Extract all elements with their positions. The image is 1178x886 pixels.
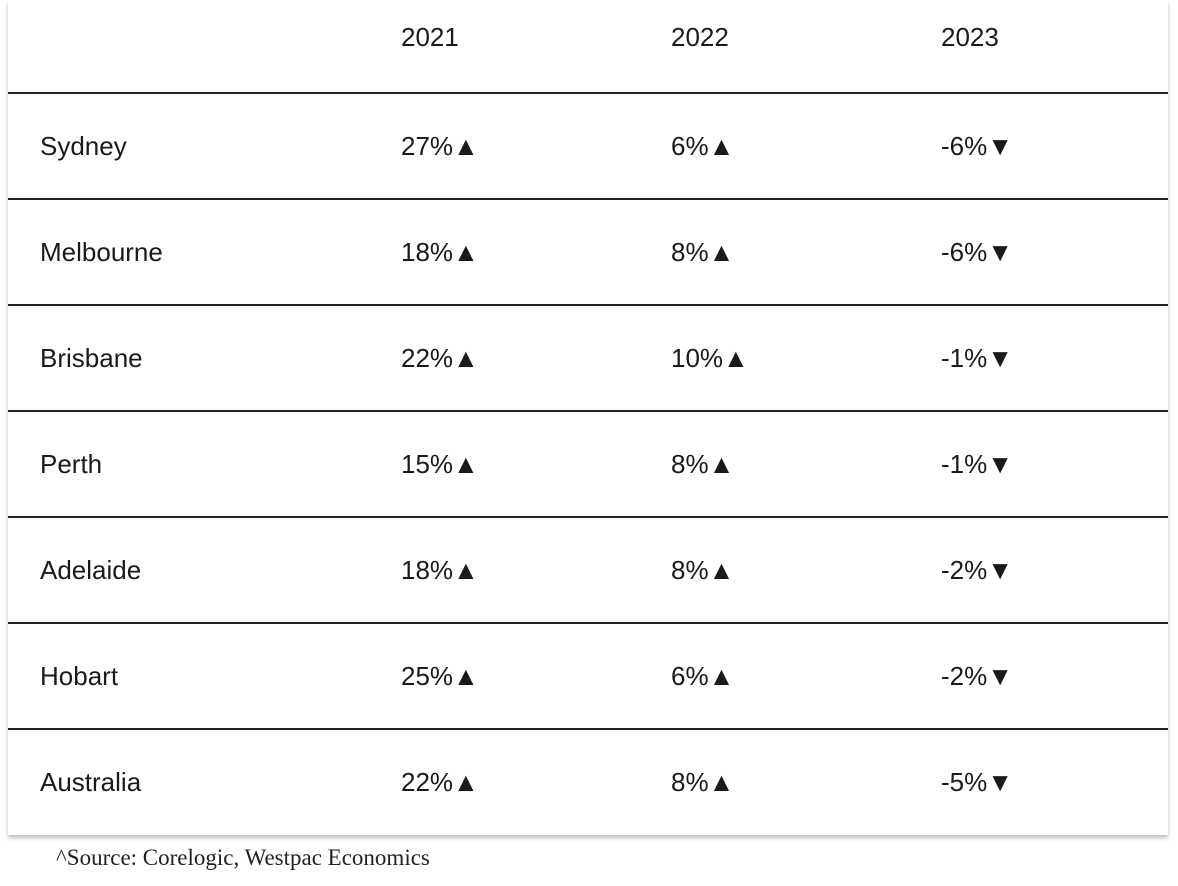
column-header: 2021 (401, 22, 459, 52)
footnote: ^Source: Corelogic, Westpac Economics (56, 845, 430, 870)
table-cell: 22%▲ (401, 343, 479, 373)
table-cell: 6%▲ (671, 661, 735, 691)
row-divider (8, 92, 1168, 94)
column-header: 2022 (671, 22, 729, 52)
row-divider (8, 304, 1168, 306)
row-label: Australia (40, 767, 142, 797)
row-label: Adelaide (40, 555, 142, 585)
row-divider (8, 198, 1168, 200)
table-cell: 8%▲ (671, 767, 735, 797)
table-cell: 18%▲ (401, 555, 479, 585)
row-label: Sydney (40, 131, 127, 161)
row-divider (8, 410, 1168, 412)
row-divider (8, 516, 1168, 518)
row-label: Melbourne (40, 237, 163, 267)
table-cell: 6%▲ (671, 131, 735, 161)
table-cell: -6%▼ (941, 131, 1013, 161)
table-cell: -6%▼ (941, 237, 1013, 267)
row-label: Brisbane (40, 343, 143, 373)
table-cell: 25%▲ (401, 661, 479, 691)
table-cell: 10%▲ (671, 343, 749, 373)
table-cell: -2%▼ (941, 661, 1013, 691)
column-header: 2023 (941, 22, 999, 52)
row-divider (8, 728, 1168, 730)
table-cell: -1%▼ (941, 449, 1013, 479)
table-cell: 8%▲ (671, 449, 735, 479)
table-cell: 8%▲ (671, 555, 735, 585)
table-cell: -2%▼ (941, 555, 1013, 585)
table-cell: 15%▲ (401, 449, 479, 479)
table-cell: -5%▼ (941, 767, 1013, 797)
row-label: Hobart (40, 661, 119, 691)
table-cell: -1%▼ (941, 343, 1013, 373)
row-label: Perth (40, 449, 103, 479)
table-cell: 18%▲ (401, 237, 479, 267)
table: 2021 2022 2023 Sydney 27%▲ 6%▲ -6%▼ Melbourne 18… (8, 0, 1168, 835)
table-cell: 8%▲ (671, 237, 735, 267)
row-divider (8, 622, 1168, 624)
table-cell: 22%▲ (401, 767, 479, 797)
table-cell: 27%▲ (401, 131, 479, 161)
